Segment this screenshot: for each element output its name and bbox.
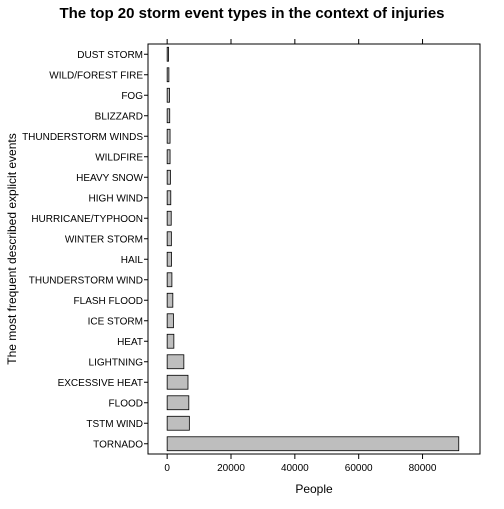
bar [166, 67, 170, 83]
category-label: BLIZZARD [95, 111, 143, 122]
x-tick-label: 60000 [345, 463, 373, 474]
category-label: TSTM WIND [86, 419, 143, 430]
plot-area-frame [147, 43, 481, 455]
bar [166, 231, 172, 247]
category-label: WILD/FOREST FIRE [49, 70, 143, 81]
category-label: HIGH WIND [89, 193, 143, 204]
category-label: HEAVY SNOW [76, 173, 143, 184]
bar [166, 46, 169, 62]
bar [166, 272, 173, 288]
category-label: THUNDERSTORM WINDS [22, 132, 143, 143]
bar [166, 169, 171, 185]
category-label: THUNDERSTORM WIND [29, 275, 143, 286]
category-label: LIGHTNING [89, 357, 144, 368]
category-label: FLOOD [109, 398, 143, 409]
bar [166, 415, 190, 431]
bar [166, 374, 189, 390]
bar [166, 149, 171, 165]
axis-ticks: 0 20000 40000 60000 80000 [144, 39, 437, 474]
bar [166, 87, 170, 103]
x-tick-label: 0 [164, 463, 170, 474]
bar [166, 313, 174, 329]
x-tick-label: 40000 [281, 463, 309, 474]
category-label: WILDFIRE [95, 152, 143, 163]
y-axis-label: The most frequent described explicit eve… [5, 133, 19, 364]
bar [166, 292, 174, 308]
category-label: HURRICANE/TYPHOON [31, 214, 143, 225]
bar [166, 108, 171, 124]
bar [166, 210, 172, 226]
bars [166, 46, 460, 452]
chart-title: The top 20 storm event types in the cont… [59, 5, 444, 22]
category-label: ICE STORM [88, 316, 143, 327]
category-labels: TORNADO TSTM WIND FLOOD EXCESSIVE HEAT LIGHT… [22, 50, 143, 451]
bar [166, 333, 175, 349]
bar [166, 128, 171, 144]
category-label: TORNADO [93, 439, 143, 450]
bar [166, 395, 190, 411]
x-tick-label: 80000 [409, 463, 437, 474]
category-label: FOG [121, 91, 143, 102]
bar [166, 436, 460, 452]
category-label: FLASH FLOOD [74, 296, 143, 307]
x-axis-label: People [295, 482, 333, 496]
x-tick-label: 20000 [217, 463, 245, 474]
category-label: HAIL [121, 255, 144, 266]
category-label: HEAT [117, 337, 143, 348]
category-label: DUST STORM [77, 50, 143, 61]
category-label: WINTER STORM [65, 234, 143, 245]
bar [166, 251, 172, 267]
bar [166, 354, 185, 370]
category-label: EXCESSIVE HEAT [58, 378, 143, 389]
bar [166, 190, 172, 206]
